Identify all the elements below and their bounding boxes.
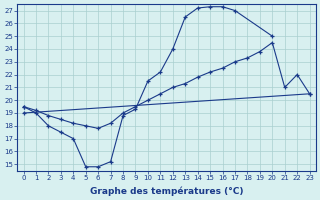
X-axis label: Graphe des températures (°C): Graphe des températures (°C) [90,186,243,196]
